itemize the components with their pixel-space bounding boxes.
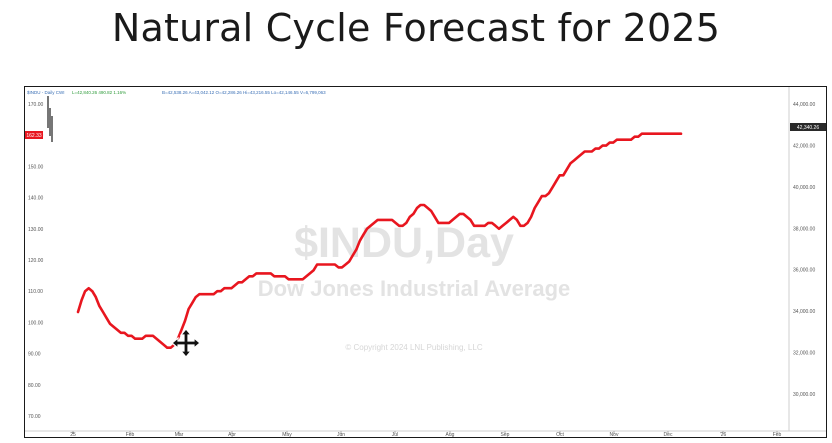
left-marker-label: 162.33 [26,133,42,139]
right-axis-tick-label: 40,000.00 [793,185,815,191]
right-price-marker: 42,340.26 [790,123,826,131]
right-axis-tick-label: 34,000.00 [793,309,815,315]
x-axis-tick-label: 25 [70,432,76,438]
chart-border [24,86,827,438]
move-cursor-icon [171,328,201,358]
left-axis-tick-label: 170.00 [28,102,44,108]
right-marker-label: 42,340.26 [797,125,819,131]
header-ohlc: B=42,538.26 A=43,042.12 O=42,286.26 Hi=4… [162,90,326,95]
x-axis-tick-label: Mar [175,432,184,438]
x-axis: 25 Feb Mar Apr May Jun Jul Aug Sep Oct Nov Dec '26 Fe… [70,431,782,438]
price-bars [47,96,53,142]
x-axis-tick-label: Apr [228,432,236,438]
watermark-name: Dow Jones Industrial Average [258,276,571,301]
left-axis-tick-label: 110.00 [28,289,43,295]
slide-title: Natural Cycle Forecast for 2025 [111,6,721,50]
x-axis-tick-label: '26 [720,432,727,438]
price-chart: $INDU - Daily CWI L=42,840.26 490.82 1.1… [24,86,827,438]
x-axis-tick-label: Jun [337,432,345,438]
header-change: L=42,840.26 490.82 1.16% [72,90,126,95]
right-axis-tick-label: 44,000.00 [793,102,815,108]
header-symbol: $INDU - Daily CWI [27,90,65,95]
left-axis-tick-label: 80.00 [28,383,41,389]
right-axis-tick-label: 38,000.00 [793,226,815,232]
x-axis-tick-label: Aug [446,432,455,438]
x-axis-tick-label: Feb [773,432,782,438]
left-price-marker: 162.33 [25,131,43,139]
x-axis-tick-label: Oct [556,432,564,438]
x-axis-tick-label: Sep [501,432,510,438]
x-axis-tick-label: Feb [126,432,135,438]
left-axis-tick-label: 140.00 [28,196,44,202]
right-axis: 44,000.00 42,000.00 40,000.00 38,000.00 36,0… [793,102,815,398]
right-marker-box [790,123,826,131]
right-axis-tick-label: 42,000.00 [793,143,815,149]
right-axis-tick-label: 32,000.00 [793,351,815,357]
watermark-copyright: © Copyright 2024 LNL Publishing, LLC [345,343,482,352]
x-axis-tick-label: May [282,432,292,438]
left-axis-tick-label: 130.00 [28,227,44,233]
chart-frame: $INDU - Daily CWI L=42,840.26 490.82 1.1… [24,86,827,438]
x-axis-tick-label: Jul [392,432,398,438]
right-axis-tick-label: 36,000.00 [793,268,815,274]
x-axis-tick-label: Dec [664,432,673,438]
left-axis-tick-label: 100.00 [28,320,44,326]
left-axis-tick-label: 120.00 [28,258,44,264]
left-axis-tick-label: 70.00 [28,414,41,420]
right-axis-tick-label: 30,000.00 [793,392,815,398]
left-marker-box [25,131,43,139]
left-axis-tick-label: 150.00 [28,164,44,170]
left-axis-tick-label: 90.00 [28,352,41,358]
x-axis-tick-label: Nov [610,432,619,438]
